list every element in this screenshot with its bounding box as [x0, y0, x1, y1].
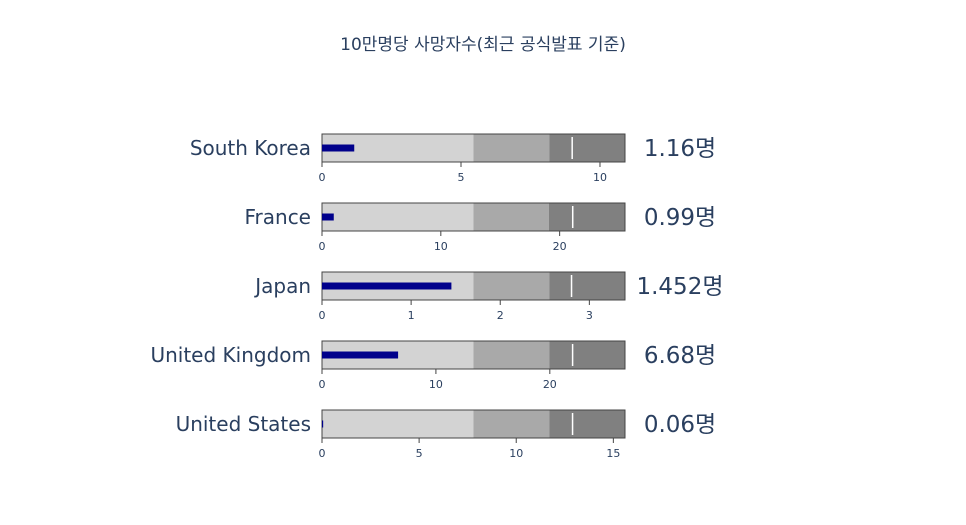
bullet-range-2 [473, 272, 550, 300]
bullet-row: France 0 10 20 0.99명 [244, 202, 716, 253]
bullet-range-3 [549, 410, 625, 438]
bullet-value-bar [322, 282, 452, 290]
bullet-range-3 [549, 341, 625, 369]
bullet-label: France [244, 205, 311, 229]
axis-tick-label: 0 [319, 447, 326, 460]
axis-tick-label: 1 [408, 309, 415, 322]
bullet-label: United States [176, 412, 311, 436]
axis-tick-label: 20 [553, 240, 567, 253]
bullet-label: Japan [253, 274, 311, 298]
bullet-range-2 [473, 203, 549, 231]
axis-tick-label: 0 [319, 309, 326, 322]
bullet-range-2 [473, 410, 550, 438]
bullet-row: United Kingdom 0 10 20 6.68명 [150, 340, 716, 391]
bullet-range-3 [549, 272, 625, 300]
axis-tick-label: 20 [543, 378, 557, 391]
axis-tick-label: 0 [319, 171, 326, 184]
bullet-label: South Korea [190, 136, 311, 160]
axis-tick-label: 10 [429, 378, 443, 391]
bullet-value-label: 0.06명 [644, 412, 716, 438]
bullet-label: United Kingdom [150, 343, 311, 367]
bullet-value-bar [322, 144, 355, 152]
bullet-row: United States 0 5 10 15 0.06명 [176, 409, 716, 460]
chart-title: 10만명당 사망자수(최근 공식발표 기준) [340, 35, 626, 55]
bullet-value-bar [322, 213, 334, 221]
bullet-row: Japan 0 1 2 3 1.452명 [253, 271, 724, 322]
axis-tick-label: 3 [586, 309, 593, 322]
bullet-value-label: 0.99명 [644, 205, 716, 231]
axis-tick-label: 10 [434, 240, 448, 253]
bullet-range-3 [548, 203, 625, 231]
axis-tick-label: 10 [509, 447, 523, 460]
bullet-range-2 [473, 134, 550, 162]
axis-tick-label: 0 [319, 378, 326, 391]
bullet-value-label: 6.68명 [644, 343, 716, 369]
bullet-value-label: 1.452명 [636, 274, 723, 300]
axis-tick-label: 10 [593, 171, 607, 184]
bullet-range-2 [473, 341, 550, 369]
axis-tick-label: 5 [416, 447, 423, 460]
bullet-value-label: 1.16명 [644, 136, 716, 162]
bullet-value-bar [322, 420, 324, 428]
bullet-range-1 [322, 203, 474, 231]
bullet-value-bar [322, 351, 399, 359]
axis-tick-label: 2 [497, 309, 504, 322]
bullet-range-1 [322, 410, 474, 438]
axis-tick-label: 15 [606, 447, 620, 460]
axis-tick-label: 5 [457, 171, 464, 184]
axis-tick-label: 0 [319, 240, 326, 253]
bullet-row: South Korea 0 5 10 1.16명 [190, 133, 716, 184]
bullet-range-3 [549, 134, 625, 162]
